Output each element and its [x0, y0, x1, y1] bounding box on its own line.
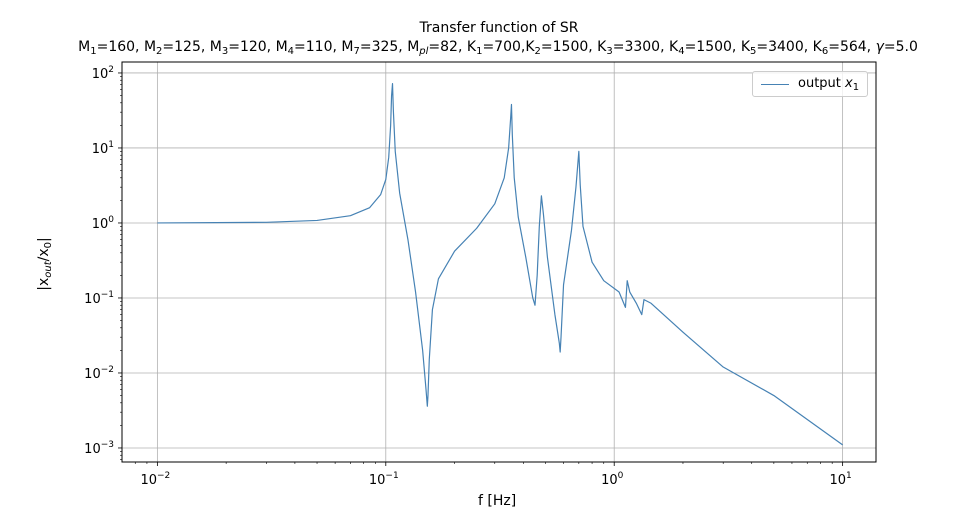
subtitle-segment: 5 — [750, 46, 757, 57]
x-tick-label: 10−2 — [140, 471, 170, 488]
subtitle-segment: =5.0 — [883, 39, 918, 55]
legend: output x1 — [752, 71, 868, 97]
subtitle-segment: pl — [419, 46, 429, 57]
chart-title: Transfer function of SR — [419, 20, 579, 36]
series-line-output-x1 — [157, 83, 843, 446]
subtitle-segment: =110, M — [294, 39, 354, 55]
y-tick-label: 10−3 — [84, 440, 114, 457]
subtitle-segment: 4 — [678, 46, 685, 57]
x-tick-label: 10−1 — [369, 471, 399, 488]
subtitle-segment: 4 — [287, 46, 295, 57]
subtitle-segment: =3300, K — [612, 39, 679, 55]
y-tick-label: 102 — [92, 65, 114, 82]
subtitle-segment: γ — [875, 39, 884, 55]
subtitle-segment: 1 — [476, 46, 483, 57]
subtitle-segment: =700,K — [482, 39, 535, 55]
y-tick-label: 10−1 — [84, 290, 114, 307]
subtitle-segment: =125, M — [162, 39, 222, 55]
subtitle-segment: =120, M — [228, 39, 288, 55]
legend-swatch — [761, 84, 789, 85]
subtitle-segment: =3400, K — [756, 39, 822, 55]
x-tick-label: 100 — [601, 471, 624, 488]
chart-subtitle: M1=160, M2=125, M3=120, M4=110, M7=325, … — [12, 39, 972, 57]
y-axis-label-main: |x — [36, 277, 52, 291]
y-axis-label-sub-0: 0 — [43, 241, 54, 249]
x-axis-label: f [Hz] — [478, 493, 517, 509]
subtitle-segment: 2 — [156, 46, 163, 57]
legend-sub: 1 — [852, 82, 860, 93]
subtitle-segment: =82, K — [428, 39, 477, 55]
y-tick-label: 101 — [92, 140, 114, 157]
legend-entry-label: output x1 — [798, 76, 860, 93]
subtitle-segment: =564, — [828, 39, 876, 55]
x-tick-label: 101 — [829, 471, 851, 488]
legend-var: x — [845, 76, 853, 91]
subtitle-segment: 3 — [221, 46, 229, 57]
axes-frame — [121, 61, 877, 463]
subtitle-segment: 2 — [534, 46, 541, 57]
subtitle-segment: 6 — [821, 46, 829, 57]
subtitle-segment: =1500, K — [540, 39, 607, 55]
y-axis-label-sub-out: out — [43, 261, 54, 278]
subtitle-segment: M — [78, 39, 91, 55]
subtitle-segment: 7 — [353, 46, 360, 57]
legend-text: output — [798, 76, 846, 91]
subtitle-segment: =160, M — [96, 39, 157, 55]
y-tick-label: 100 — [92, 215, 115, 232]
subtitle-segment: 3 — [606, 46, 613, 57]
y-axis-label-mid: /x — [36, 248, 52, 262]
subtitle-segment: =325, M — [359, 39, 420, 55]
subtitle-segment: =1500, K — [684, 39, 751, 55]
y-tick-label: 10−2 — [84, 365, 114, 382]
subtitle-segment: 1 — [90, 46, 97, 57]
y-axis-label: |xout/x0| — [36, 237, 54, 291]
